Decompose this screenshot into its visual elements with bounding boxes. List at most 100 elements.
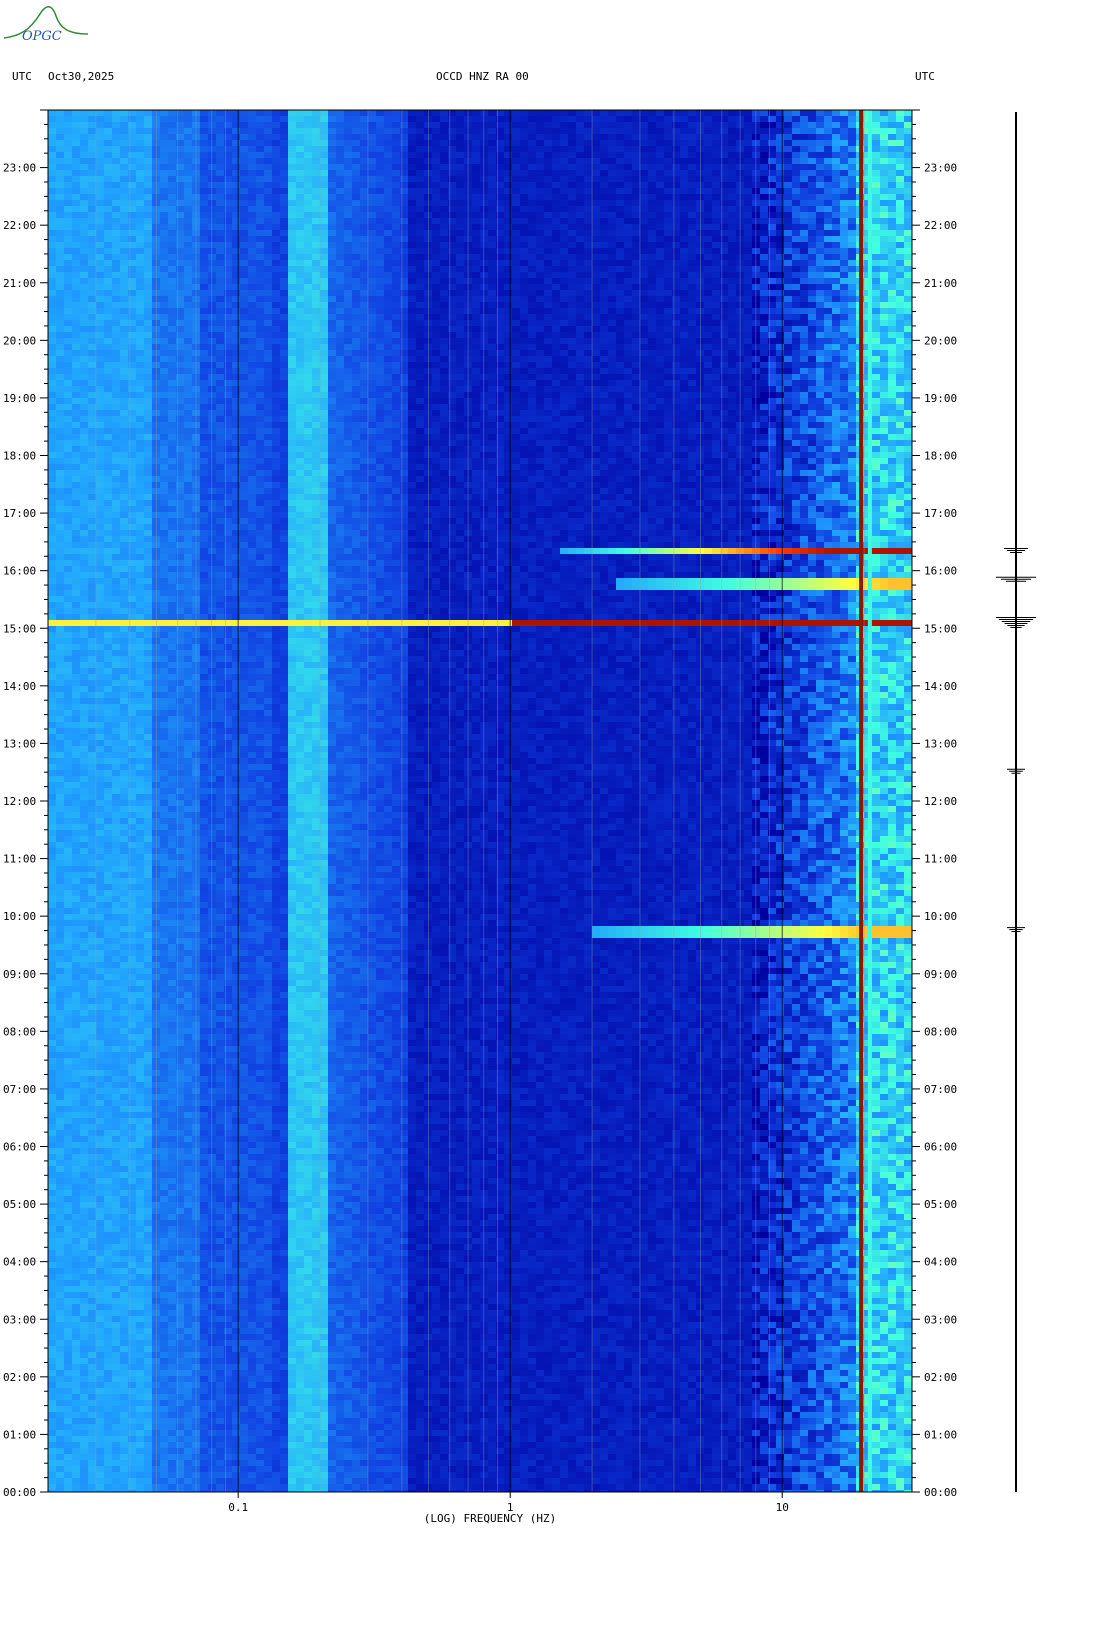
heatmap-cell bbox=[168, 530, 176, 536]
heatmap-cell bbox=[96, 866, 104, 872]
heatmap-cell bbox=[168, 704, 176, 710]
heatmap-cell bbox=[112, 704, 120, 710]
heatmap-cell bbox=[56, 854, 64, 860]
heatmap-cell bbox=[88, 320, 96, 326]
heatmap-cell bbox=[88, 968, 96, 974]
heatmap-cell bbox=[64, 1442, 72, 1448]
heatmap-cell bbox=[160, 1346, 168, 1352]
heatmap-cell bbox=[176, 290, 184, 296]
heatmap-cell bbox=[48, 1148, 56, 1154]
heatmap-cell bbox=[112, 218, 120, 224]
heatmap-cell bbox=[72, 1214, 80, 1220]
heatmap-cell bbox=[72, 824, 80, 830]
heatmap-cell bbox=[128, 842, 136, 848]
heatmap-cell bbox=[136, 428, 144, 434]
heatmap-cell bbox=[176, 116, 184, 122]
heatmap-cell bbox=[104, 1100, 112, 1106]
heatmap-cell bbox=[128, 1484, 136, 1490]
heatmap-cell bbox=[80, 1346, 88, 1352]
heatmap-cell bbox=[200, 296, 208, 302]
heatmap-cell bbox=[48, 794, 56, 800]
heatmap-cell bbox=[216, 140, 224, 146]
heatmap-cell bbox=[96, 1226, 104, 1232]
heatmap-cell bbox=[56, 1268, 64, 1274]
heatmap-cell bbox=[128, 1208, 136, 1214]
heatmap-cell bbox=[176, 1262, 184, 1268]
heatmap-cell bbox=[48, 1454, 56, 1460]
heatmap-cell bbox=[128, 764, 136, 770]
heatmap-cell bbox=[80, 1448, 88, 1454]
heatmap-cell bbox=[184, 674, 192, 680]
heatmap-cell bbox=[96, 308, 104, 314]
heatmap-cell bbox=[144, 308, 152, 314]
heatmap-cell bbox=[120, 1130, 128, 1136]
heatmap-cell bbox=[112, 1196, 120, 1202]
heatmap-cell bbox=[64, 272, 72, 278]
heatmap-cell bbox=[176, 176, 184, 182]
heatmap-cell bbox=[88, 710, 96, 716]
heatmap-cell bbox=[80, 884, 88, 890]
heatmap-cell bbox=[104, 1304, 112, 1310]
heatmap-cell bbox=[72, 314, 80, 320]
heatmap-cell bbox=[176, 512, 184, 518]
heatmap-cell bbox=[120, 1232, 128, 1238]
heatmap-cell bbox=[144, 866, 152, 872]
heatmap-cell bbox=[88, 818, 96, 824]
heatmap-cell bbox=[160, 1454, 168, 1460]
heatmap-cell bbox=[176, 818, 184, 824]
heatmap-cell bbox=[128, 968, 136, 974]
heatmap-cell bbox=[120, 926, 128, 932]
heatmap-cell bbox=[72, 1130, 80, 1136]
heatmap-cell bbox=[200, 470, 208, 476]
heatmap-cell bbox=[96, 1166, 104, 1172]
heatmap-cell bbox=[136, 1340, 144, 1346]
heatmap-cell bbox=[216, 944, 224, 950]
heatmap-cell bbox=[112, 998, 120, 1004]
heatmap-cell bbox=[56, 470, 64, 476]
heatmap-cell bbox=[88, 1478, 96, 1484]
heatmap-cell bbox=[128, 596, 136, 602]
heatmap-cell bbox=[64, 122, 72, 128]
heatmap-cell bbox=[104, 284, 112, 290]
heatmap-cell bbox=[48, 428, 56, 434]
heatmap-cell bbox=[160, 926, 168, 932]
heatmap-cell bbox=[104, 218, 112, 224]
heatmap-cell bbox=[200, 542, 208, 548]
heatmap-cell bbox=[200, 1142, 208, 1148]
heatmap-cell bbox=[160, 680, 168, 686]
heatmap-cell bbox=[64, 152, 72, 158]
heatmap-cell bbox=[160, 1340, 168, 1346]
heatmap-cell bbox=[168, 1484, 176, 1490]
heatmap-cell bbox=[128, 446, 136, 452]
heatmap-cell bbox=[72, 710, 80, 716]
heatmap-cell bbox=[168, 884, 176, 890]
heatmap-cell bbox=[72, 668, 80, 674]
heatmap-cell bbox=[104, 1220, 112, 1226]
heatmap-cell bbox=[72, 956, 80, 962]
heatmap-cell bbox=[160, 1172, 168, 1178]
heatmap-cell bbox=[144, 230, 152, 236]
heatmap-cell bbox=[72, 404, 80, 410]
heatmap-cell bbox=[120, 488, 128, 494]
heatmap-cell bbox=[96, 320, 104, 326]
heatmap-cell bbox=[64, 998, 72, 1004]
heatmap-cell bbox=[104, 440, 112, 446]
heatmap-cell bbox=[128, 740, 136, 746]
heatmap-cell bbox=[80, 512, 88, 518]
heatmap-cell bbox=[120, 254, 128, 260]
heatmap-cell bbox=[160, 890, 168, 896]
heatmap-cell bbox=[96, 362, 104, 368]
heatmap-cell bbox=[48, 926, 56, 932]
heatmap-cell bbox=[64, 1154, 72, 1160]
heatmap-cell bbox=[96, 974, 104, 980]
heatmap-cell bbox=[136, 1346, 144, 1352]
heatmap-cell bbox=[184, 176, 192, 182]
heatmap-cell bbox=[88, 794, 96, 800]
heatmap-cell bbox=[56, 1106, 64, 1112]
heatmap-cell bbox=[144, 1070, 152, 1076]
heatmap-cell bbox=[136, 710, 144, 716]
heatmap-cell bbox=[136, 278, 144, 284]
heatmap-cell bbox=[160, 254, 168, 260]
heatmap-cell bbox=[104, 1094, 112, 1100]
heatmap-cell bbox=[88, 770, 96, 776]
